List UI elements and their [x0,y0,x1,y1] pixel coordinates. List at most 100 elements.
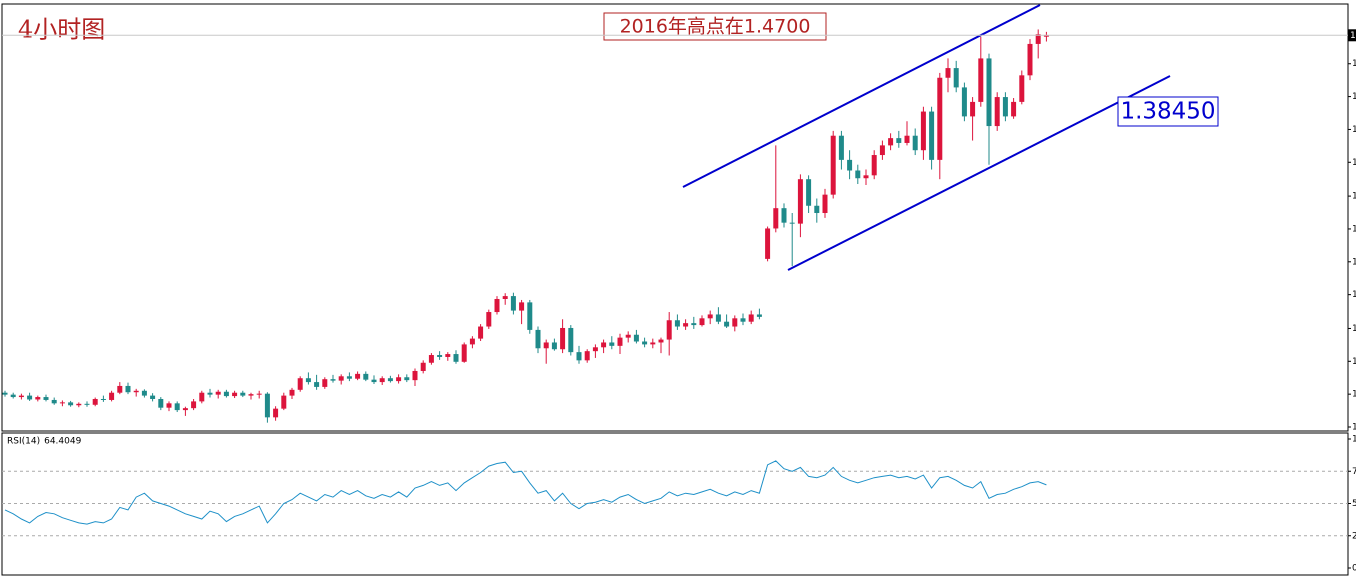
y-tick-label: 100 [1352,435,1356,445]
candle-body [355,373,361,379]
candle-body [814,205,820,214]
candle-body [773,208,779,229]
candle-body [658,339,664,343]
candle-body [584,351,590,361]
candle-body [724,321,730,327]
candle-body [732,318,738,327]
candle-body [879,145,885,156]
candle-body [133,390,139,393]
candle-body [68,402,74,406]
candle-body [387,378,393,382]
candle-body [174,403,180,411]
candle-body [888,138,894,146]
candle-body [560,327,566,350]
candle-body [986,58,992,127]
candle-body [486,312,492,327]
candle-body [863,175,869,179]
candle-body [84,403,90,405]
candle-body [551,342,557,350]
candle-body [806,179,812,206]
candle-body [437,355,443,357]
candle-body [412,370,418,381]
last-price-box [1348,29,1356,42]
y-tick-label: 25 [1352,531,1356,541]
candle-body [994,97,1000,127]
y-tick-label: 1.37350 [1352,158,1356,168]
candle-body [781,208,787,223]
candle-body [158,398,164,408]
candle-body [510,296,516,311]
candle-body [314,382,320,387]
candle-body [420,362,426,371]
candle-body [609,342,615,346]
candle-body [1002,97,1008,117]
candle-body [617,337,623,346]
candle-body [1019,75,1025,102]
candle-body [748,314,754,322]
candle-body [494,298,500,313]
candle-body [1035,34,1041,44]
candle-body [650,342,656,345]
candle-body [961,87,967,117]
candle-body [896,138,902,143]
candle-body [674,320,680,327]
y-tick-label: 1.35290 [1352,257,1356,267]
candle-body [141,390,147,396]
y-tick-label: 0 [1352,564,1356,574]
candle-body [527,302,533,330]
candle-body [683,323,689,327]
candle-body [478,326,484,339]
candle-body [633,334,639,342]
candle-body [576,352,582,361]
candle-body [191,401,197,409]
chart-title: 4小时图 [18,16,105,44]
candle-body [207,392,213,395]
candle-body [281,395,287,409]
candle-body [240,392,246,396]
candle-body [305,378,311,383]
y-tick-label: 1.38710 [1352,92,1356,102]
candle-body [248,394,254,396]
candle-body [920,111,926,151]
candle-body [1043,35,1049,37]
candle-body [855,170,861,179]
candle-body [461,344,467,362]
last-price-label: 1.39979 [1350,31,1356,41]
candle-body [847,159,853,171]
candle-body [453,354,459,362]
candle-body [215,391,221,395]
candle-body [666,320,672,340]
candle-body [59,402,65,404]
candle-body [338,376,344,381]
y-tick-label: 1.33910 [1352,324,1356,334]
annotation-box [1117,96,1219,127]
annotation: 2016年高点在1.4700 [620,16,811,38]
candle-body [27,395,33,400]
candle-body [404,377,410,381]
candle-body [232,392,238,397]
candle-body [117,385,123,393]
candle-body [797,179,803,224]
candle-body [92,398,98,405]
candle-body [937,77,943,160]
candle-body [830,135,836,195]
y-tick-label: 1.36650 [1352,192,1356,202]
candle-body [223,391,229,397]
candle-body [912,135,918,151]
candle-body [519,302,525,311]
candle-body [125,385,131,393]
candle-body [699,318,705,326]
indicator-value: 64.4049 [44,437,81,447]
candle-body [445,354,451,357]
y-tick-label: 75 [1352,467,1356,477]
candle-body [715,314,721,322]
candle-body [625,334,631,338]
candle-body [396,377,402,382]
candle-body [970,101,976,117]
candle-body [953,68,959,88]
y-tick-label: 1.39390 [1352,59,1356,69]
candle-body [789,222,795,224]
candle-body [428,355,434,363]
